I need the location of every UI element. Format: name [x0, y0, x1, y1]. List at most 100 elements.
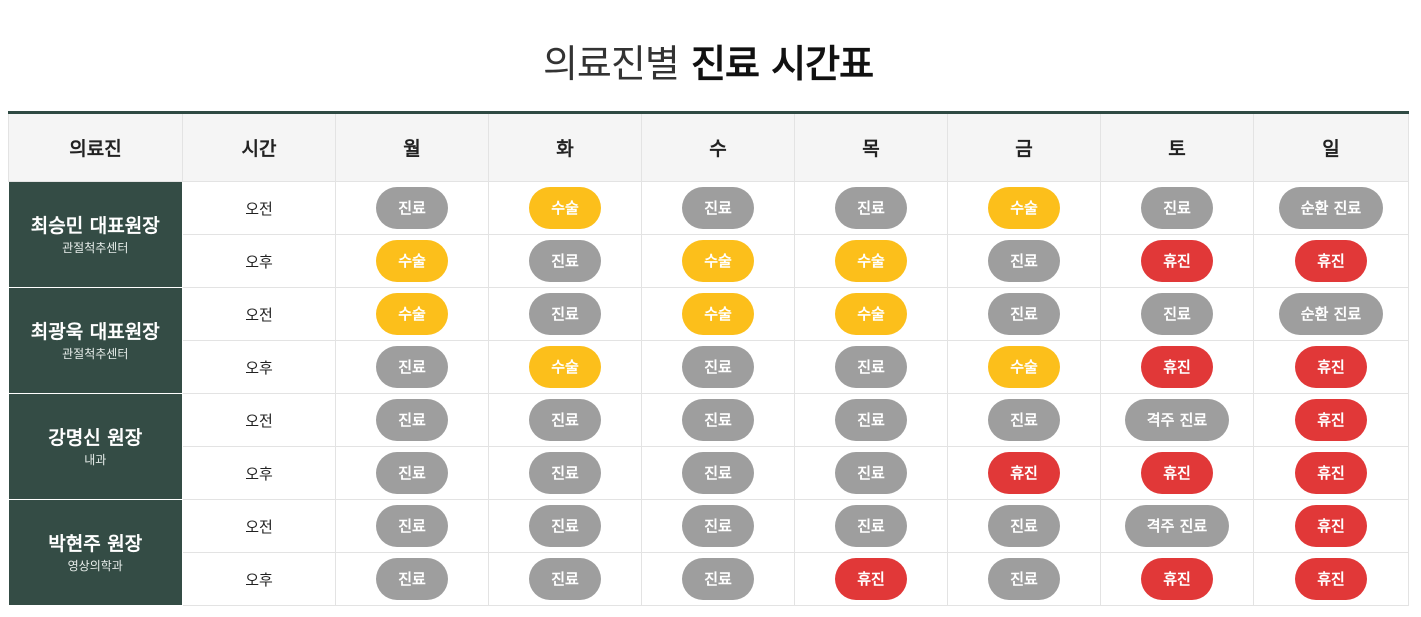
status-badge: 진료 [376, 346, 448, 388]
status-cell: 진료 [335, 181, 489, 235]
status-cell: 휴진 [1100, 340, 1254, 394]
table-row: 최승민 대표원장 관절척추센터 오전 진료 수술 진료 진료 수술 진료 순환 … [8, 181, 1409, 288]
status-badge: 휴진 [1141, 240, 1213, 282]
status-cell: 진료 [947, 499, 1101, 553]
page-title-light: 의료진별 [542, 42, 680, 87]
status-badge: 격주 진료 [1125, 505, 1229, 547]
doctor-dept: 영상의학과 [67, 558, 123, 573]
status-cell: 격주 진료 [1100, 499, 1254, 553]
doctor-cell: 최광욱 대표원장 관절척추센터 [8, 287, 183, 394]
status-cell: 진료 [947, 393, 1101, 447]
header-day-fri: 금 [947, 112, 1101, 182]
status-badge: 수술 [835, 240, 907, 282]
status-badge: 휴진 [835, 558, 907, 600]
status-cell: 진료 [488, 287, 642, 341]
status-badge: 수술 [529, 346, 601, 388]
status-cell: 진료 [488, 446, 642, 500]
header-doctor: 의료진 [8, 112, 183, 182]
status-badge: 진료 [529, 240, 601, 282]
status-badge: 진료 [988, 505, 1060, 547]
status-badge: 휴진 [1295, 505, 1367, 547]
status-cell: 수술 [794, 234, 948, 288]
status-cell: 휴진 [1100, 446, 1254, 500]
status-cell: 순환 진료 [1253, 181, 1409, 235]
status-badge: 수술 [376, 293, 448, 335]
status-badge: 수술 [988, 346, 1060, 388]
status-cell: 진료 [641, 340, 795, 394]
status-badge: 진료 [835, 505, 907, 547]
status-cell: 수술 [641, 234, 795, 288]
status-badge: 진료 [835, 399, 907, 441]
status-badge: 휴진 [1295, 240, 1367, 282]
doctor-name: 강명신 원장 [48, 426, 143, 449]
status-badge: 진료 [682, 558, 754, 600]
status-badge: 진료 [682, 452, 754, 494]
header-day-mon: 월 [335, 112, 489, 182]
status-cell: 수술 [794, 287, 948, 341]
status-cell: 진료 [488, 552, 642, 606]
status-badge: 진료 [835, 187, 907, 229]
doctor-name: 박현주 원장 [48, 532, 143, 555]
status-badge: 휴진 [988, 452, 1060, 494]
status-cell: 수술 [947, 181, 1101, 235]
time-cell: 오후 [182, 552, 336, 606]
table-row: 오후 진료 수술 진료 진료 수술 휴진 휴진 [9, 340, 1409, 394]
status-cell: 진료 [794, 499, 948, 553]
time-cell: 오후 [182, 446, 336, 500]
status-badge: 진료 [835, 346, 907, 388]
status-badge: 진료 [529, 505, 601, 547]
status-cell: 휴진 [1253, 234, 1409, 288]
status-cell: 진료 [488, 499, 642, 553]
status-cell: 진료 [641, 499, 795, 553]
header-row: 의료진 시간 월 화 수 목 금 토 일 [8, 112, 1409, 182]
status-badge: 수술 [835, 293, 907, 335]
time-cell: 오후 [182, 340, 336, 394]
status-badge: 진료 [1141, 187, 1213, 229]
status-badge: 진료 [529, 399, 601, 441]
status-badge: 진료 [529, 452, 601, 494]
status-cell: 휴진 [1253, 393, 1409, 447]
status-badge: 수술 [529, 187, 601, 229]
status-badge: 진료 [988, 293, 1060, 335]
status-cell: 휴진 [1100, 234, 1254, 288]
status-badge: 수술 [988, 187, 1060, 229]
status-badge: 진료 [988, 240, 1060, 282]
time-cell: 오전 [182, 287, 336, 341]
table-row: 강명신 원장 내과 오전 진료 진료 진료 진료 진료 격주 진료 휴진 [8, 393, 1409, 500]
table-row: 최광욱 대표원장 관절척추센터 오전 수술 진료 수술 수술 진료 진료 순환 … [8, 287, 1409, 394]
header-day-thu: 목 [794, 112, 948, 182]
status-badge: 진료 [988, 558, 1060, 600]
header-day-wed: 수 [641, 112, 795, 182]
status-badge: 휴진 [1295, 346, 1367, 388]
status-badge: 진료 [682, 346, 754, 388]
status-cell: 진료 [335, 499, 489, 553]
status-cell: 수술 [488, 340, 642, 394]
status-cell: 순환 진료 [1253, 287, 1409, 341]
status-badge: 휴진 [1141, 346, 1213, 388]
status-cell: 진료 [335, 393, 489, 447]
status-badge: 진료 [835, 452, 907, 494]
status-cell: 휴진 [794, 552, 948, 606]
doctor-cell: 최승민 대표원장 관절척추센터 [8, 181, 183, 288]
status-cell: 수술 [488, 181, 642, 235]
table-row: 오후 수술 진료 수술 수술 진료 휴진 휴진 [9, 234, 1409, 288]
status-cell: 진료 [947, 287, 1101, 341]
status-cell: 수술 [335, 287, 489, 341]
page-title: 의료진별 진료 시간표 [0, 39, 1416, 89]
status-cell: 휴진 [947, 446, 1101, 500]
doctor-name: 최광욱 대표원장 [30, 320, 160, 343]
status-cell: 수술 [335, 234, 489, 288]
status-cell: 진료 [641, 393, 795, 447]
table-row: 오후 진료 진료 진료 진료 휴진 휴진 휴진 [9, 446, 1409, 500]
doctor-dept: 관절척추센터 [62, 240, 129, 255]
status-badge: 휴진 [1295, 558, 1367, 600]
status-badge: 진료 [376, 399, 448, 441]
status-cell: 수술 [947, 340, 1101, 394]
status-badge: 수술 [376, 240, 448, 282]
status-badge: 진료 [682, 505, 754, 547]
status-badge: 휴진 [1141, 452, 1213, 494]
status-cell: 진료 [488, 393, 642, 447]
header-day-sat: 토 [1100, 112, 1254, 182]
status-badge: 진료 [376, 452, 448, 494]
status-cell: 휴진 [1253, 499, 1409, 553]
